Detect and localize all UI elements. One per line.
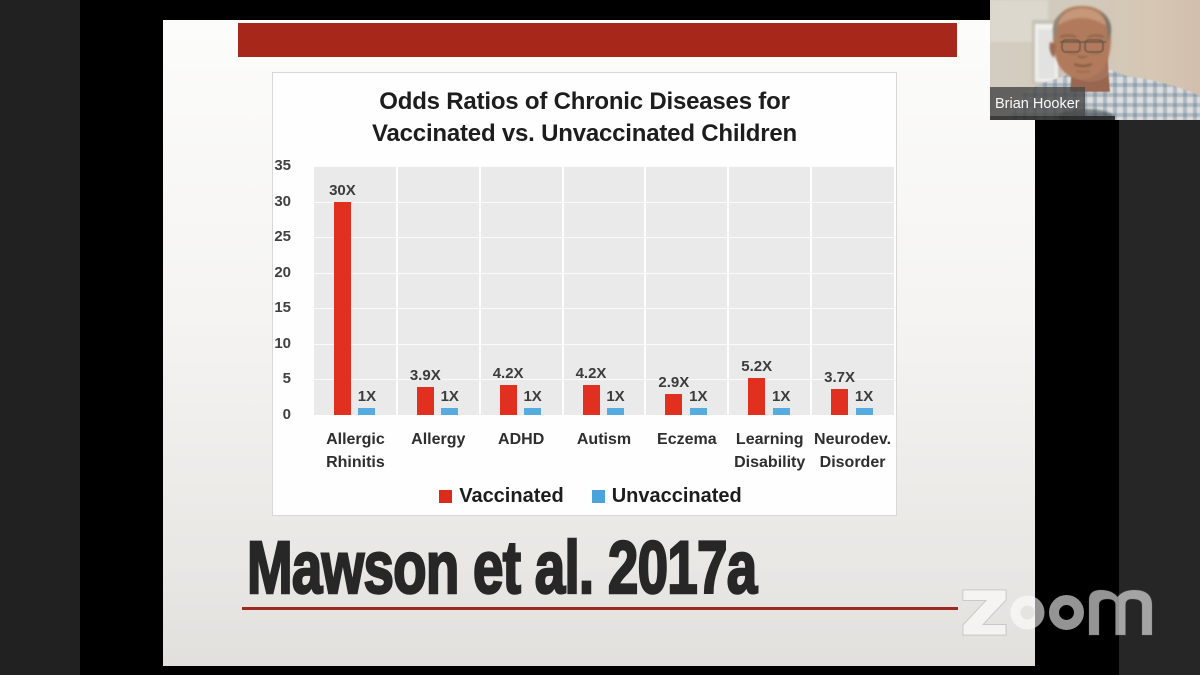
svg-text:Brian Hooker: Brian Hooker [995,96,1080,112]
